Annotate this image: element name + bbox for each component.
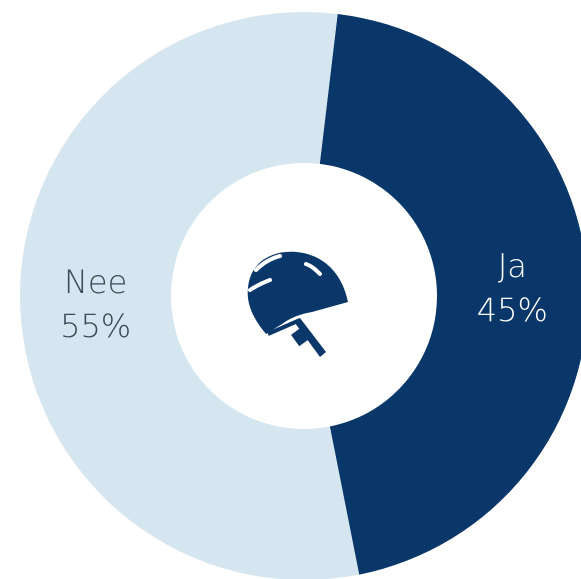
slice — [319, 13, 581, 575]
slice — [20, 12, 360, 579]
slice-value-label: 45% — [477, 291, 548, 329]
slices — [20, 12, 581, 579]
slice-label: Ja — [498, 247, 527, 285]
helmet-icon — [247, 251, 348, 357]
slice-value-label: 55% — [60, 307, 131, 345]
slice-label: Nee — [64, 263, 127, 301]
